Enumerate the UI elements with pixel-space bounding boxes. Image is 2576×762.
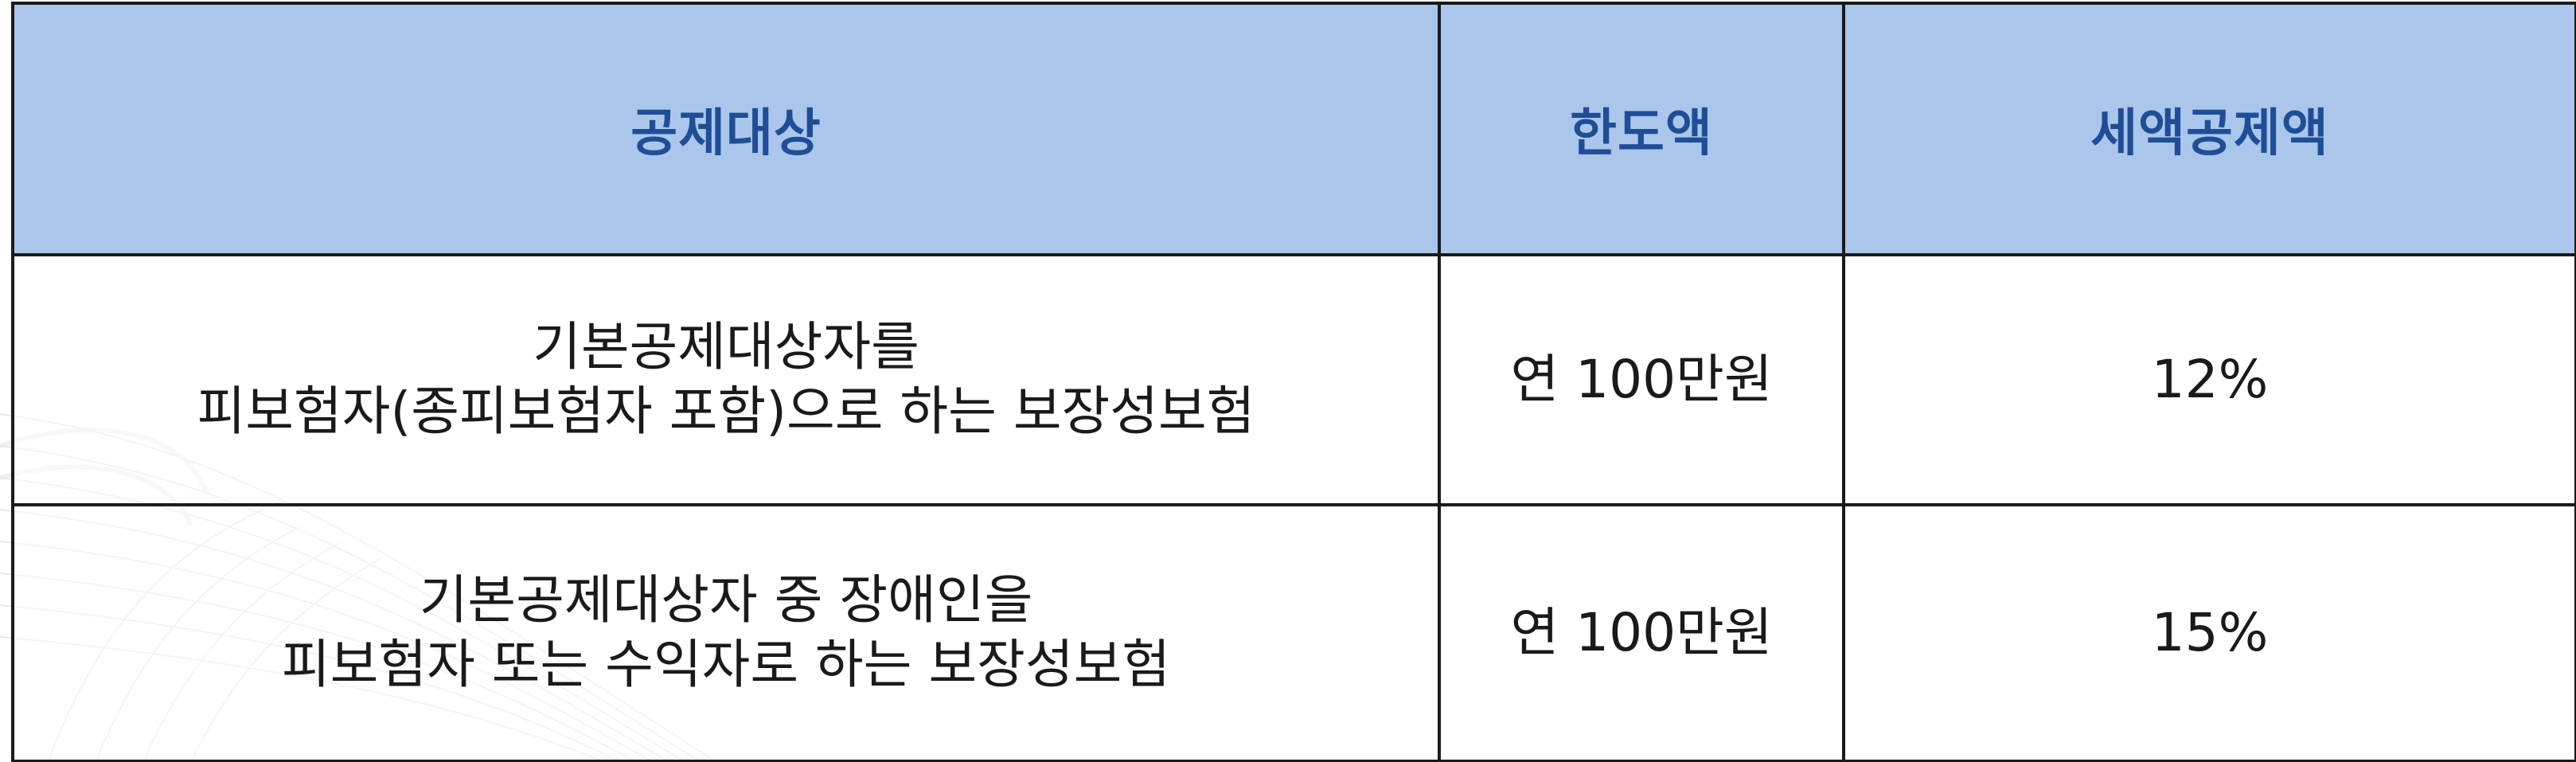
cell-limit-amount: 연 100만원: [1438, 503, 1845, 762]
cell-tax-credit-rate: 15%: [1842, 503, 2576, 762]
target-line: 피보험자(종피보험자 포함)으로 하는 보장성보험: [197, 381, 1255, 442]
cell-limit-amount: 연 100만원: [1438, 253, 1845, 506]
header-deduction-target: 공제대상: [11, 2, 1441, 256]
cell-tax-credit-rate: 12%: [1842, 253, 2576, 506]
cell-deduction-target: 기본공제대상자 중 장애인을 피보험자 또는 수익자로 하는 보장성보험: [11, 503, 1441, 762]
tax-deduction-table: 공제대상 한도액 세액공제액 기본공제대상자를 피보험자(종피보험자 포함)으로…: [11, 2, 2576, 762]
table-row: 기본공제대상자를 피보험자(종피보험자 포함)으로 하는 보장성보험 연 100…: [11, 253, 2576, 506]
target-line: 기본공제대상자를: [533, 316, 919, 378]
cell-deduction-target: 기본공제대상자를 피보험자(종피보험자 포함)으로 하는 보장성보험: [11, 253, 1441, 506]
table-row: 기본공제대상자 중 장애인을 피보험자 또는 수익자로 하는 보장성보험 연 1…: [11, 503, 2576, 762]
target-line: 피보험자 또는 수익자로 하는 보장성보험: [281, 634, 1171, 695]
target-line: 기본공제대상자 중 장애인을: [419, 569, 1033, 631]
header-row: 공제대상 한도액 세액공제액: [11, 2, 2576, 256]
header-limit-amount: 한도액: [1438, 2, 1845, 256]
header-tax-credit-rate: 세액공제액: [1842, 2, 2576, 256]
